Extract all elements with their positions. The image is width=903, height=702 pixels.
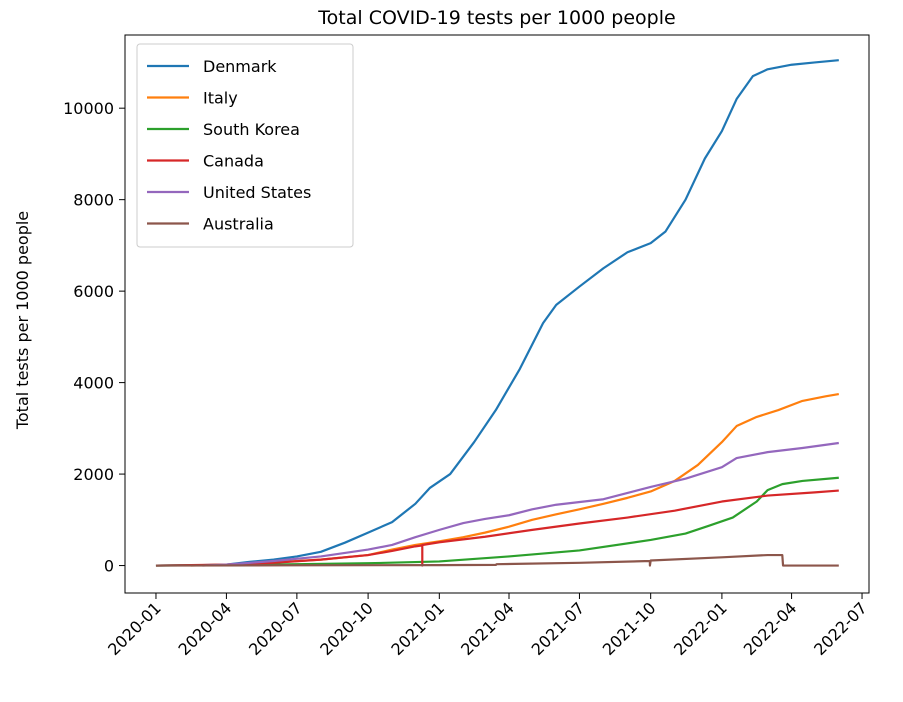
series-line-australia [155, 553, 839, 567]
y-tick-label: 0 [104, 557, 114, 576]
series-line-south-korea [155, 476, 839, 567]
legend-label: Canada [203, 152, 264, 171]
series-line-italy [190, 392, 839, 567]
x-tick-label: 2020-04 [175, 598, 236, 659]
x-tick-label: 2020-10 [316, 598, 377, 659]
plot-frame [124, 34, 870, 594]
y-tick-label: 8000 [73, 191, 114, 210]
y-tick-label: 6000 [73, 282, 114, 301]
x-tick-label: 2022-04 [740, 598, 801, 659]
x-tick-label: 2022-01 [670, 598, 731, 659]
legend-box [136, 43, 354, 248]
legend-label: Australia [203, 215, 274, 234]
x-tick-label: 2021-10 [599, 598, 660, 659]
legend-label: Denmark [203, 57, 277, 76]
x-tick-label: 2021-07 [528, 598, 589, 659]
legend: Denmark Italy South Korea Canada United Stat… [136, 43, 354, 248]
legend-label: Italy [203, 89, 238, 108]
series-line-united-states [202, 441, 839, 567]
y-tick-label: 4000 [73, 374, 114, 393]
x-tick-label: 2020-01 [104, 598, 165, 659]
series-line-denmark [155, 59, 839, 567]
x-tick-label: 2020-07 [245, 598, 306, 659]
y-tick-label: 2000 [73, 465, 114, 484]
x-tick-label: 2021-04 [457, 598, 518, 659]
legend-label: United States [203, 183, 311, 202]
x-tick-label: 2022-07 [810, 598, 871, 659]
x-tick-label: 2021-01 [387, 598, 448, 659]
legend-label: South Korea [203, 120, 300, 139]
chart-title: Total COVID-19 tests per 1000 people [317, 7, 675, 29]
y-tick-label: 10000 [63, 99, 114, 118]
series-line-canada [155, 489, 839, 567]
y-axis-label: Total tests per 1000 people [13, 211, 32, 430]
